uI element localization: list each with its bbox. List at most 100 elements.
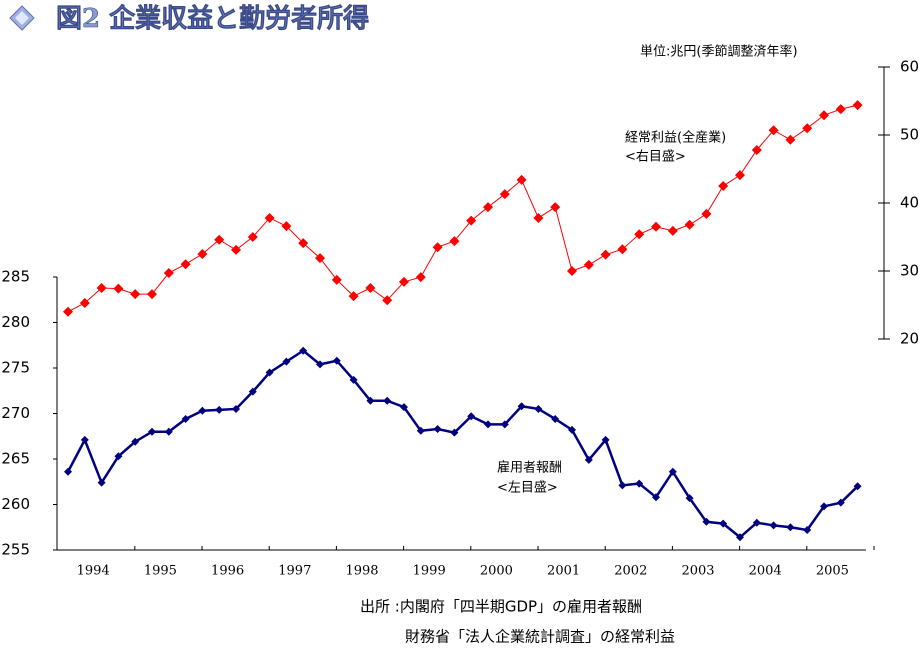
data-point bbox=[433, 424, 442, 433]
data-point bbox=[568, 425, 576, 434]
data-point bbox=[450, 428, 459, 437]
data-point bbox=[331, 274, 342, 285]
data-point bbox=[432, 242, 443, 253]
data-point bbox=[197, 249, 208, 259]
x-tick-label: 2000 bbox=[480, 564, 513, 579]
data-point bbox=[567, 266, 577, 276]
data-point bbox=[534, 404, 543, 413]
data-point bbox=[483, 202, 493, 213]
data-point bbox=[499, 189, 510, 200]
data-point bbox=[96, 283, 107, 293]
data-point bbox=[415, 272, 426, 283]
data-point bbox=[668, 467, 677, 476]
y2-tick-label: 30 bbox=[900, 262, 919, 280]
data-point bbox=[399, 276, 409, 287]
data-point bbox=[769, 521, 778, 530]
data-point bbox=[281, 221, 292, 232]
data-point bbox=[550, 202, 561, 213]
data-point bbox=[348, 291, 359, 302]
data-point bbox=[786, 523, 795, 532]
data-point bbox=[752, 518, 761, 527]
data-point bbox=[618, 481, 627, 490]
x-tick-label: 1997 bbox=[278, 564, 311, 579]
data-point bbox=[819, 110, 829, 121]
data-point bbox=[702, 517, 711, 526]
data-point bbox=[366, 396, 375, 405]
data-point bbox=[349, 375, 358, 384]
data-point bbox=[79, 297, 90, 308]
data-point bbox=[130, 289, 141, 300]
data-point bbox=[382, 295, 393, 306]
data-point bbox=[299, 346, 308, 355]
data-point bbox=[181, 414, 190, 423]
data-point bbox=[365, 283, 376, 293]
y-tick-label: 270 bbox=[1, 404, 30, 422]
data-point bbox=[466, 215, 477, 226]
data-point bbox=[551, 414, 560, 423]
data-point bbox=[584, 455, 593, 464]
data-point bbox=[232, 404, 240, 413]
y2-tick-label: 60 bbox=[900, 58, 919, 76]
data-point bbox=[684, 219, 695, 230]
y2-tick-label: 20 bbox=[900, 330, 919, 348]
data-point bbox=[148, 427, 156, 436]
data-point bbox=[617, 244, 628, 255]
y-tick-label: 285 bbox=[1, 268, 30, 286]
data-point bbox=[198, 406, 207, 415]
y-tick-label: 280 bbox=[1, 313, 30, 331]
data-point bbox=[265, 368, 274, 377]
data-point bbox=[751, 144, 762, 155]
data-point bbox=[63, 306, 73, 317]
series-line bbox=[66, 349, 859, 539]
data-point bbox=[852, 100, 863, 111]
data-point bbox=[113, 283, 124, 294]
data-point bbox=[248, 387, 257, 396]
data-point bbox=[736, 533, 744, 542]
data-point bbox=[400, 403, 408, 412]
data-point bbox=[768, 125, 779, 136]
data-point bbox=[316, 360, 324, 369]
x-tick-label: 1998 bbox=[345, 564, 378, 579]
y-tick-label: 255 bbox=[1, 541, 30, 559]
data-point bbox=[114, 452, 123, 461]
data-point bbox=[803, 525, 812, 534]
data-point bbox=[449, 236, 460, 247]
data-point bbox=[315, 253, 325, 264]
data-point bbox=[484, 420, 492, 429]
data-point bbox=[516, 174, 527, 185]
series-label: 経常利益(全産業) bbox=[625, 130, 726, 146]
y2-tick-label: 40 bbox=[900, 194, 919, 212]
data-point bbox=[383, 396, 392, 405]
y-tick-label: 265 bbox=[1, 450, 30, 468]
data-point bbox=[231, 244, 241, 255]
data-point bbox=[652, 493, 660, 502]
data-point bbox=[282, 357, 291, 366]
data-point bbox=[802, 123, 813, 134]
data-point bbox=[164, 427, 173, 436]
series-annotation: <右目盛> bbox=[625, 150, 686, 165]
data-point bbox=[634, 229, 645, 240]
x-tick-label: 2001 bbox=[547, 564, 580, 579]
data-point bbox=[601, 435, 610, 444]
data-point bbox=[332, 356, 341, 365]
data-point bbox=[533, 212, 544, 223]
data-point bbox=[80, 435, 89, 444]
data-point bbox=[467, 412, 476, 421]
data-point bbox=[701, 208, 712, 219]
data-point bbox=[835, 104, 846, 115]
x-tick-label: 1994 bbox=[77, 564, 110, 579]
data-point bbox=[298, 238, 309, 249]
data-point bbox=[215, 405, 224, 414]
data-point bbox=[583, 259, 594, 270]
y2-tick-label: 50 bbox=[900, 126, 919, 144]
data-point bbox=[635, 479, 644, 488]
data-point bbox=[416, 426, 425, 435]
x-tick-label: 1996 bbox=[211, 564, 244, 579]
data-point bbox=[820, 502, 828, 511]
data-point bbox=[735, 170, 745, 181]
unit-note: 単位:兆円(季節調整済年率) bbox=[640, 44, 798, 60]
data-point bbox=[64, 467, 72, 476]
x-tick-label: 1999 bbox=[413, 564, 446, 579]
series-line bbox=[67, 104, 858, 313]
data-point bbox=[247, 232, 258, 242]
